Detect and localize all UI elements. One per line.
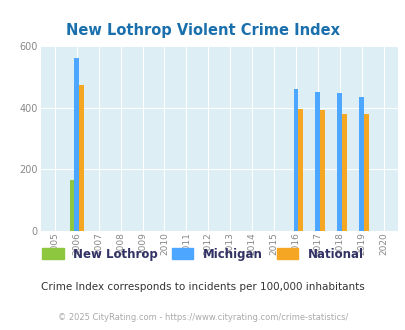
Bar xyxy=(69,180,74,231)
Text: New Lothrop Violent Crime Index: New Lothrop Violent Crime Index xyxy=(66,23,339,38)
Bar xyxy=(363,114,368,231)
Bar xyxy=(320,110,324,231)
Text: Crime Index corresponds to incidents per 100,000 inhabitants: Crime Index corresponds to incidents per… xyxy=(41,282,364,292)
Text: © 2025 CityRating.com - https://www.cityrating.com/crime-statistics/: © 2025 CityRating.com - https://www.city… xyxy=(58,313,347,322)
Bar xyxy=(298,109,303,231)
Bar xyxy=(358,97,363,231)
Bar xyxy=(315,92,320,231)
Bar xyxy=(74,58,79,231)
Legend: New Lothrop, Michigan, National: New Lothrop, Michigan, National xyxy=(43,248,362,261)
Bar xyxy=(341,114,346,231)
Bar xyxy=(79,85,84,231)
Bar xyxy=(337,93,341,231)
Bar xyxy=(293,89,298,231)
